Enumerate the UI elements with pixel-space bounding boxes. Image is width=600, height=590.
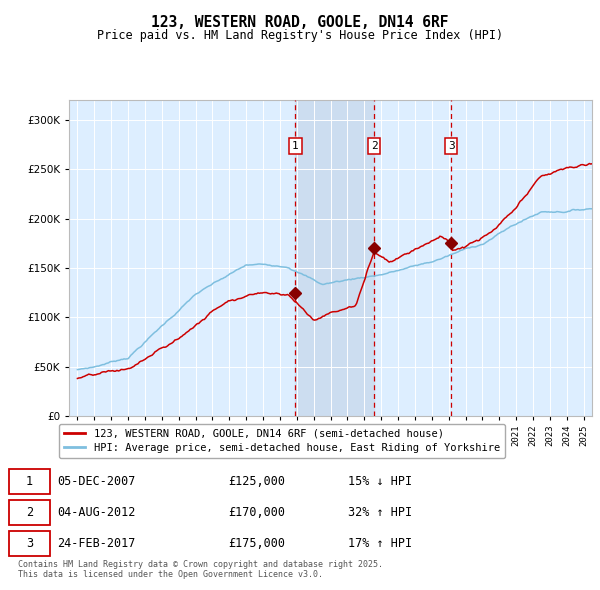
Legend: 123, WESTERN ROAD, GOOLE, DN14 6RF (semi-detached house), HPI: Average price, se: 123, WESTERN ROAD, GOOLE, DN14 6RF (semi…	[59, 424, 505, 458]
Text: Price paid vs. HM Land Registry's House Price Index (HPI): Price paid vs. HM Land Registry's House …	[97, 29, 503, 42]
FancyBboxPatch shape	[9, 531, 50, 556]
Text: 1: 1	[26, 475, 33, 489]
Text: £170,000: £170,000	[228, 506, 285, 519]
Text: £175,000: £175,000	[228, 537, 285, 550]
Text: 2: 2	[371, 141, 377, 151]
Text: 123, WESTERN ROAD, GOOLE, DN14 6RF: 123, WESTERN ROAD, GOOLE, DN14 6RF	[151, 15, 449, 30]
FancyBboxPatch shape	[9, 500, 50, 525]
Text: 05-DEC-2007: 05-DEC-2007	[57, 475, 136, 489]
Text: 3: 3	[448, 141, 455, 151]
Text: 15% ↓ HPI: 15% ↓ HPI	[348, 475, 412, 489]
Text: £125,000: £125,000	[228, 475, 285, 489]
FancyBboxPatch shape	[9, 470, 50, 494]
Text: 04-AUG-2012: 04-AUG-2012	[57, 506, 136, 519]
Text: 2: 2	[26, 506, 33, 519]
Text: 3: 3	[26, 537, 33, 550]
Text: 17% ↑ HPI: 17% ↑ HPI	[348, 537, 412, 550]
Text: 1: 1	[292, 141, 299, 151]
Bar	[295, 100, 374, 416]
Text: 24-FEB-2017: 24-FEB-2017	[57, 537, 136, 550]
Text: Contains HM Land Registry data © Crown copyright and database right 2025.
This d: Contains HM Land Registry data © Crown c…	[18, 560, 383, 579]
Text: 32% ↑ HPI: 32% ↑ HPI	[348, 506, 412, 519]
